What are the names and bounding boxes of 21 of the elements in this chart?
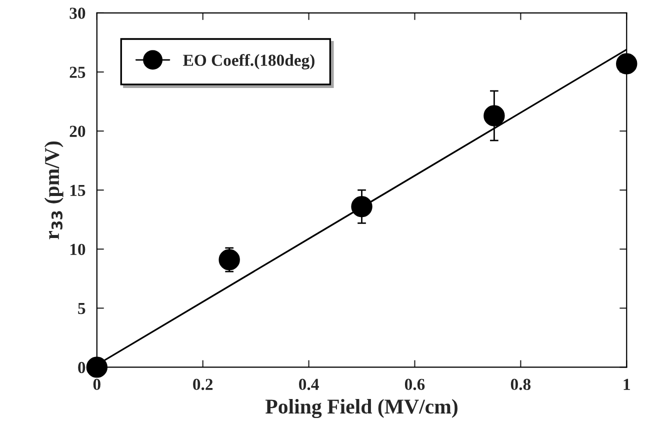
y-axis-title: r$_{33}$ (pm/V) [44, 142, 64, 240]
y-tick-label: 10 [70, 244, 86, 256]
y-tick-label: 0 [78, 362, 86, 374]
x-tick-label: 0.6 [404, 378, 425, 390]
x-tick-label: 0 [93, 378, 100, 390]
legend-label: EO Coeff.(180deg) [183, 54, 314, 70]
y-tick-label: 5 [78, 303, 86, 314]
x-tick-label: 0.4 [299, 378, 319, 390]
x-tick-label: 0.8 [510, 378, 531, 390]
point [616, 53, 638, 74]
point [351, 196, 372, 218]
y-tick-label: 25 [70, 66, 86, 78]
point [484, 105, 505, 126]
y-tick-label: 20 [70, 126, 86, 137]
x-tick-label: 1 [624, 378, 630, 390]
x-tick-label: 0.2 [193, 378, 213, 390]
y-tick-label: 15 [70, 184, 86, 196]
y-tick-label: 30 [70, 8, 86, 19]
point [218, 249, 240, 270]
x-axis-title: Poling Field (MV/cm) [265, 398, 458, 418]
point [86, 356, 108, 378]
